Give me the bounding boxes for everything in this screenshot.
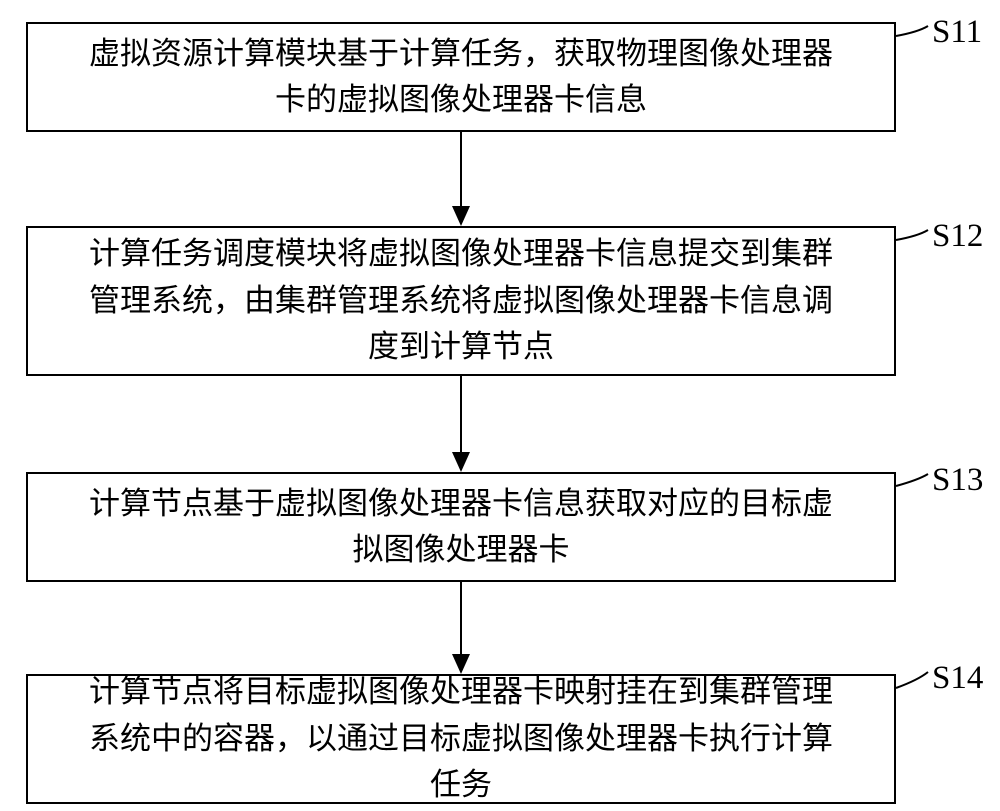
node-text: 计算任务调度模块将虚拟图像处理器卡信息提交到集群 管理系统，由集群管理系统将虚拟… [89,231,833,371]
label-connector-s11 [896,26,928,36]
node-text: 计算节点基于虚拟图像处理器卡信息获取对应的目标虚 拟图像处理器卡 [89,481,833,574]
flowchart-node-s14: 计算节点将目标虚拟图像处理器卡映射挂在到集群管理 系统中的容器，以通过目标虚拟图… [26,674,896,804]
flowchart-node-s11: 虚拟资源计算模块基于计算任务，获取物理图像处理器 卡的虚拟图像处理器卡信息 [26,22,896,132]
label-connector-s12 [896,230,928,240]
step-label-s12: S12 [932,218,983,255]
label-connector-s13 [896,474,928,486]
flowchart-node-s12: 计算任务调度模块将虚拟图像处理器卡信息提交到集群 管理系统，由集群管理系统将虚拟… [26,226,896,376]
arrow-s12-s13 [452,376,470,472]
node-text: 计算节点将目标虚拟图像处理器卡映射挂在到集群管理 系统中的容器，以通过目标虚拟图… [89,669,833,809]
flowchart-node-s13: 计算节点基于虚拟图像处理器卡信息获取对应的目标虚 拟图像处理器卡 [26,472,896,582]
step-label-s11: S11 [932,14,982,51]
flowchart-canvas: 虚拟资源计算模块基于计算任务，获取物理图像处理器 卡的虚拟图像处理器卡信息 S1… [0,0,1000,811]
arrow-s11-s12 [452,132,470,226]
node-text: 虚拟资源计算模块基于计算任务，获取物理图像处理器 卡的虚拟图像处理器卡信息 [89,31,833,124]
step-label-s14: S14 [932,660,983,697]
step-label-s13: S13 [932,462,983,499]
arrow-s13-s14 [452,582,470,674]
label-connector-s14 [896,672,928,688]
